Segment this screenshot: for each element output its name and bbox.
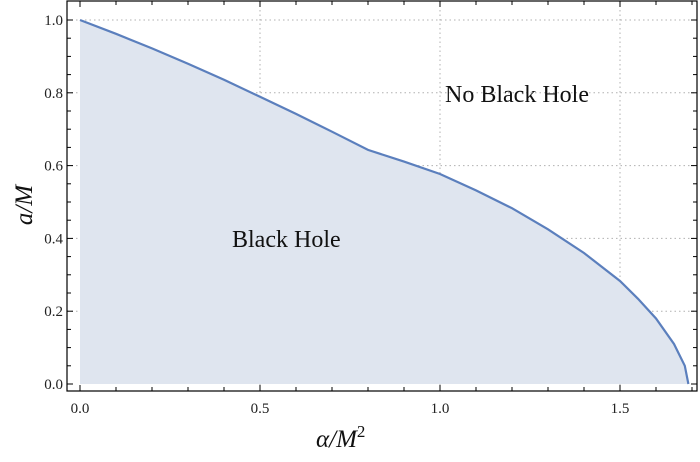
y-tick-label: 0.2 <box>44 304 63 320</box>
no-black-hole-label: No Black Hole <box>445 82 589 108</box>
black-hole-label: Black Hole <box>232 227 341 253</box>
plot-frame <box>66 0 698 392</box>
y-tick-label: 0.4 <box>44 231 63 247</box>
x-axis-title: α/M2 <box>316 422 365 453</box>
y-tick-label: 0.6 <box>44 159 63 175</box>
y-tick-label: 1.0 <box>44 13 63 29</box>
x-tick-label: 1.0 <box>431 401 450 417</box>
x-tick-label: 0.0 <box>71 401 90 417</box>
x-tick-labels: 0.0 0.5 1.0 1.5 <box>71 401 630 417</box>
y-axis-title: a/M <box>11 184 38 225</box>
y-tick-labels: 0.0 0.2 0.4 0.6 0.8 1.0 <box>44 13 63 393</box>
x-tick-label: 0.5 <box>251 401 270 417</box>
axis-ticks <box>67 1 697 391</box>
y-tick-label: 0.0 <box>44 377 63 393</box>
black-hole-region <box>80 20 689 384</box>
extremal-curve <box>79 18 690 385</box>
y-tick-label: 0.8 <box>44 86 63 102</box>
x-tick-label: 1.5 <box>611 401 630 417</box>
